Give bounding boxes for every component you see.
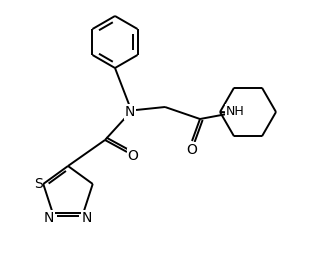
Text: N: N — [125, 105, 135, 119]
Text: NH: NH — [226, 105, 244, 118]
Text: O: O — [187, 143, 197, 157]
Text: N: N — [44, 211, 54, 225]
Text: O: O — [128, 149, 138, 163]
Text: S: S — [34, 177, 43, 191]
Text: N: N — [82, 211, 93, 225]
